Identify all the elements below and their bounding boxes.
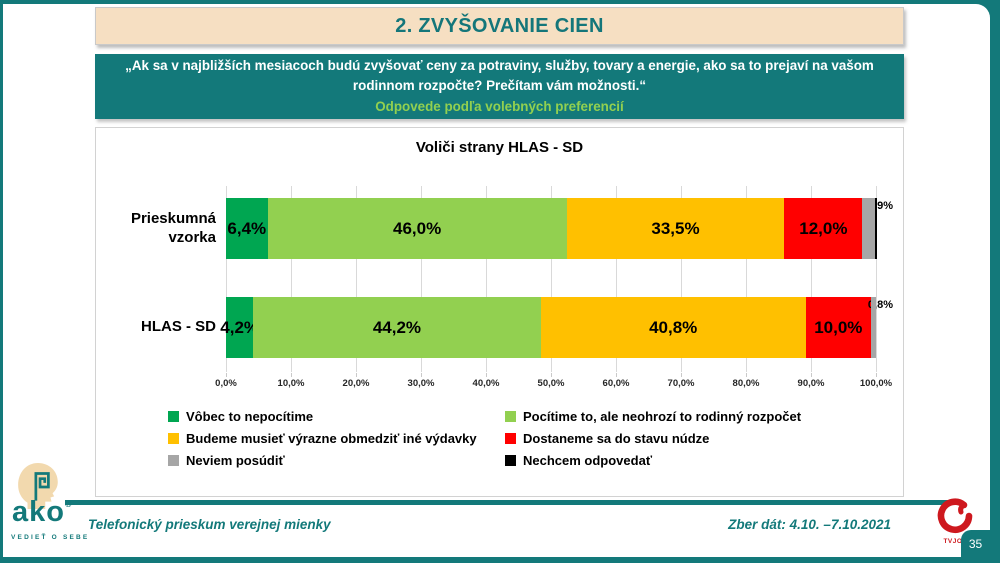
page-title: 2. ZVYŠOVANIE CIEN: [395, 14, 604, 37]
legend-label: Nechcem odpovedať: [523, 453, 653, 468]
grid-line: [486, 186, 487, 372]
plot-area: Prieskumná vzorka 6,4% 46,0% 33,5% 12,0% 1,9%…: [131, 186, 893, 377]
axis-tick-mark: [356, 373, 357, 377]
bar-segment: 10,0%: [805, 297, 871, 358]
segment-label: 44,2%: [372, 317, 422, 337]
grid-line: [291, 186, 292, 372]
x-axis-tick-label: 20,0%: [342, 378, 370, 389]
grid-line: [356, 186, 357, 372]
bar-segment: [870, 297, 876, 358]
axis-tick-mark: [551, 373, 552, 377]
bar-row: HLAS - SD 4,2% 44,2% 40,8% 10,0% 0,8%: [141, 297, 893, 358]
segment-label: 4,2%: [220, 317, 260, 337]
x-axis-tick-label: 50,0%: [537, 378, 565, 389]
head-profile-icon: [18, 463, 58, 509]
tvjoj-spiral-icon: [937, 498, 973, 534]
registered-mark: ®: [64, 499, 73, 509]
legend-swatch: [505, 433, 516, 444]
grid-line: [876, 186, 877, 372]
legend-item: Budeme musieť výrazne obmedziť iné výdav…: [168, 431, 505, 446]
segment-label: 46,0%: [392, 218, 442, 238]
category-label: HLAS - SD: [141, 318, 216, 336]
legend-swatch: [505, 455, 516, 466]
legend-item: Pocítime to, ale neohrozí to rodinný roz…: [505, 409, 801, 424]
legend-label: Vôbec to nepocítime: [186, 409, 314, 424]
legend-item: Vôbec to nepocítime: [168, 409, 505, 424]
grid-line: [746, 186, 747, 372]
bar-segment: 40,8%: [540, 297, 806, 358]
axis-tick-mark: [811, 373, 812, 377]
ako-logo-tagline: VEDIEŤ O SEBE: [11, 534, 90, 541]
survey-type-text: Telefonický prieskum verejnej mienky: [88, 517, 331, 532]
axis-tick-mark: [226, 373, 227, 377]
bar-segment: 6,4%: [226, 198, 268, 259]
legend-label: Budeme musieť výrazne obmedziť iné výdav…: [186, 431, 477, 446]
bar-segment: [874, 198, 878, 259]
segment-label: 10,0%: [814, 317, 863, 337]
spiral-icon: [34, 472, 50, 501]
axis-tick-mark: [291, 373, 292, 377]
x-axis-tick-label: 90,0%: [797, 378, 825, 389]
header-title-box: 2. ZVYŠOVANIE CIEN: [95, 7, 904, 45]
tvjoj-logo: TVJOJ: [932, 498, 978, 545]
chart-title: Voliči strany HLAS - SD: [415, 139, 584, 156]
category-label: Prieskumná vzorka: [130, 209, 216, 246]
axis-tick-mark: [421, 373, 422, 377]
legend-item: Nechcem odpovedať: [505, 453, 801, 468]
legend-label: Dostaneme sa do stavu núdze: [523, 431, 710, 446]
tvjoj-label: TVJOJ: [943, 538, 967, 545]
x-axis-tick-label: 80,0%: [732, 378, 760, 389]
legend-swatch: [505, 411, 516, 422]
grid-line: [811, 186, 812, 372]
segment-label: 6,4%: [227, 218, 267, 238]
bar-segment: 4,2%: [220, 297, 259, 358]
legend-item: Neviem posúdiť: [168, 453, 505, 468]
grid-line: [421, 186, 422, 372]
question-box: „Ak sa v najbližších mesiacoch budú zvyš…: [95, 54, 904, 119]
bar-segment: 33,5%: [566, 198, 785, 259]
segment-label: 12,0%: [799, 218, 848, 238]
x-axis-tick-label: 100,0%: [859, 378, 893, 389]
axis-tick-mark: [486, 373, 487, 377]
bar-segment: 12,0%: [784, 198, 863, 259]
segment-label: 40,8%: [649, 317, 698, 337]
ako-logo-text: ako®: [12, 496, 73, 528]
x-axis-tick-label: 0,0%: [215, 378, 237, 389]
bar-segment: 46,0%: [267, 198, 567, 259]
axis-tick-mark: [876, 373, 877, 377]
grid-line: [551, 186, 552, 372]
grid-line: [681, 186, 682, 372]
grid-line: [226, 186, 227, 372]
legend-label: Neviem posúdiť: [186, 453, 285, 468]
legend-swatch: [168, 455, 179, 466]
question-text: „Ak sa v najbližších mesiacoch budú zvyš…: [125, 57, 874, 94]
legend-swatch: [168, 433, 179, 444]
legend: Vôbec to nepocítime Pocítime to, ale neoh…: [168, 409, 801, 468]
x-axis-tick-label: 40,0%: [472, 378, 500, 389]
segment-label: 33,5%: [651, 218, 700, 238]
x-axis-tick-label: 70,0%: [667, 378, 695, 389]
legend-swatch: [168, 411, 179, 422]
legend-label: Pocítime to, ale neohrozí to rodinný roz…: [523, 409, 802, 424]
page-number: 35: [968, 536, 983, 551]
page-number-badge: 35: [961, 530, 990, 557]
bar-segment: [862, 198, 875, 259]
x-axis-tick-label: 10,0%: [277, 378, 305, 389]
x-axis-tick-label: 60,0%: [602, 378, 630, 389]
x-axis-tick-label: 30,0%: [407, 378, 435, 389]
chart-panel: Voliči strany HLAS - SD Prieskumná vzork…: [95, 127, 904, 497]
axis-tick-mark: [616, 373, 617, 377]
bar-segment: 44,2%: [253, 297, 541, 358]
bar-row: Prieskumná vzorka 6,4% 46,0% 33,5% 12,0% 1,9%: [131, 198, 893, 259]
x-axis: 0,0% 10,0% 20,0% 30,0% 40,0% 50,0% 60,0% 70,0% 8…: [215, 378, 892, 392]
ako-logo: ako® VEDIEŤ O SEBE: [8, 462, 94, 554]
collection-date-text: Zber dát: 4.10. –7.10.2021: [728, 517, 891, 532]
footer-divider: [65, 500, 955, 505]
grid-line: [616, 186, 617, 372]
axis-tick-mark: [746, 373, 747, 377]
question-subtitle: Odpovede podľa volebných preferencií: [375, 99, 624, 115]
axis-tick-mark: [681, 373, 682, 377]
legend-item: Dostaneme sa do stavu núdze: [505, 431, 801, 446]
